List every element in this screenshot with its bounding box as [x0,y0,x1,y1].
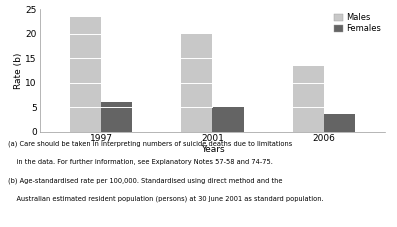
X-axis label: Years: Years [200,145,224,154]
Bar [212,107,244,132]
Bar [293,67,324,132]
Bar [101,102,132,132]
Text: (a) Care should be taken in interpreting numbers of suicide deaths due to limita: (a) Care should be taken in interpreting… [8,141,292,147]
Legend: Males, Females: Males, Females [331,10,384,37]
Y-axis label: Rate (b): Rate (b) [13,52,23,89]
Text: (b) Age-standardised rate per 100,000. Standardised using direct method and the: (b) Age-standardised rate per 100,000. S… [8,177,282,184]
Bar [324,114,355,132]
Text: Australian estimated resident population (persons) at 30 June 2001 as standard p: Australian estimated resident population… [8,195,324,202]
Bar [70,17,101,132]
Bar [181,34,212,132]
Text: in the data. For further information, see Explanatory Notes 57-58 and 74-75.: in the data. For further information, se… [8,159,273,165]
